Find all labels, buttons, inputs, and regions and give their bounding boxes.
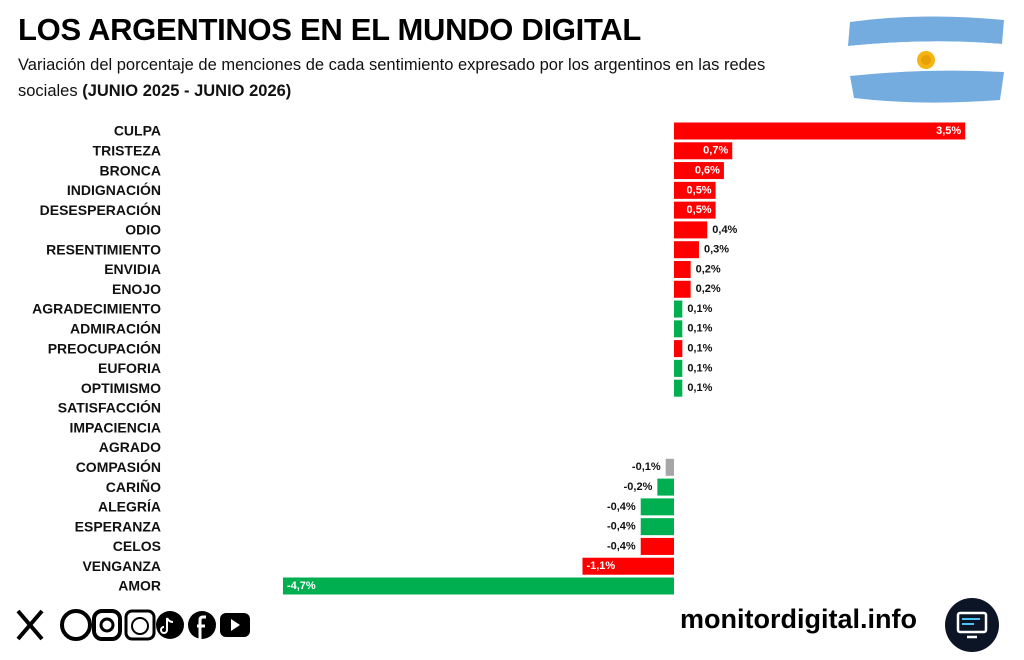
category-label: ALEGRÍA (98, 499, 161, 515)
category-label: PREOCUPACIÓN (48, 339, 161, 356)
value-label: -4,7% (287, 580, 316, 592)
value-label: 0,1% (687, 343, 712, 355)
bar (657, 478, 674, 496)
bar (674, 201, 716, 219)
value-label: -0,1% (632, 461, 661, 473)
value-label: -0,2% (624, 481, 653, 493)
bar (674, 280, 691, 298)
category-label: IMPACIENCIA (69, 419, 161, 435)
category-label: CULPA (114, 123, 161, 139)
value-label: 0,1% (687, 362, 712, 374)
bar (282, 577, 674, 595)
value-label: 0,1% (687, 323, 712, 335)
bar (674, 241, 699, 259)
category-label: ENOJO (112, 281, 161, 297)
value-label: 0,2% (696, 283, 721, 295)
bar (674, 122, 966, 140)
category-label: ESPERANZA (75, 518, 161, 534)
subtitle-text: Variación del porcentaje de menciones de… (18, 56, 766, 100)
category-label: ODIO (125, 222, 161, 238)
value-label: 3,5% (936, 125, 961, 137)
value-label: 0,6% (695, 164, 720, 176)
value-label: 0,5% (687, 204, 712, 216)
category-label: COMPASIÓN (76, 458, 161, 475)
bar (674, 142, 733, 160)
value-label: 0,7% (703, 145, 728, 157)
category-label: CELOS (113, 538, 161, 554)
bar (674, 300, 683, 318)
title: LOS ARGENTINOS EN EL MUNDO DIGITAL (18, 12, 642, 47)
bar (674, 320, 683, 338)
category-label: BRONCA (100, 162, 161, 178)
bar (674, 162, 724, 180)
subtitle-period: (JUNIO 2025 - JUNIO 2026) (82, 82, 292, 100)
category-label: AGRADO (99, 439, 161, 455)
category-label: AGRADECIMIENTO (32, 301, 161, 317)
bar (674, 260, 691, 278)
social-icons (16, 609, 250, 641)
flag-logo (848, 16, 1004, 103)
category-label: RESENTIMIENTO (46, 241, 161, 257)
value-label: -1,1% (586, 560, 615, 572)
bar (665, 458, 674, 476)
bar (674, 181, 716, 199)
bar (674, 359, 683, 377)
category-label: SATISFACCIÓN (58, 399, 161, 416)
category-label: OPTIMISMO (81, 380, 161, 396)
value-label: 0,2% (696, 263, 721, 275)
bar (674, 221, 708, 239)
value-label: -0,4% (607, 521, 636, 533)
bar (674, 379, 683, 397)
category-label: TRISTEZA (93, 142, 161, 158)
value-label: -0,4% (607, 501, 636, 513)
monitor-icon (945, 598, 999, 652)
value-label: 0,1% (687, 303, 712, 315)
subtitle: Variación del porcentaje de menciones de… (18, 52, 818, 104)
category-label: ADMIRACIÓN (70, 320, 161, 337)
site-url: monitordigital.info (680, 604, 917, 634)
category-label: DESESPERACIÓN (40, 201, 161, 218)
category-label: INDIGNACIÓN (67, 181, 161, 198)
bar (640, 518, 674, 536)
category-label: CARIÑO (106, 478, 161, 495)
value-label: 0,1% (687, 382, 712, 394)
chart: CULPA 3,5% TRISTEZA 0,7% BRONCA 0,6% INDIGNACI… (32, 122, 966, 595)
value-label: 0,4% (712, 224, 737, 236)
value-label: 0,5% (687, 184, 712, 196)
bar (640, 537, 674, 555)
value-label: -0,4% (607, 540, 636, 552)
category-label: VENGANZA (82, 558, 161, 574)
category-label: ENVIDIA (104, 261, 161, 277)
category-label: AMOR (118, 578, 161, 594)
value-label: 0,3% (704, 244, 729, 256)
bar (640, 498, 674, 516)
bar (582, 557, 674, 575)
bar (674, 340, 683, 358)
category-label: EUFORIA (98, 360, 161, 376)
